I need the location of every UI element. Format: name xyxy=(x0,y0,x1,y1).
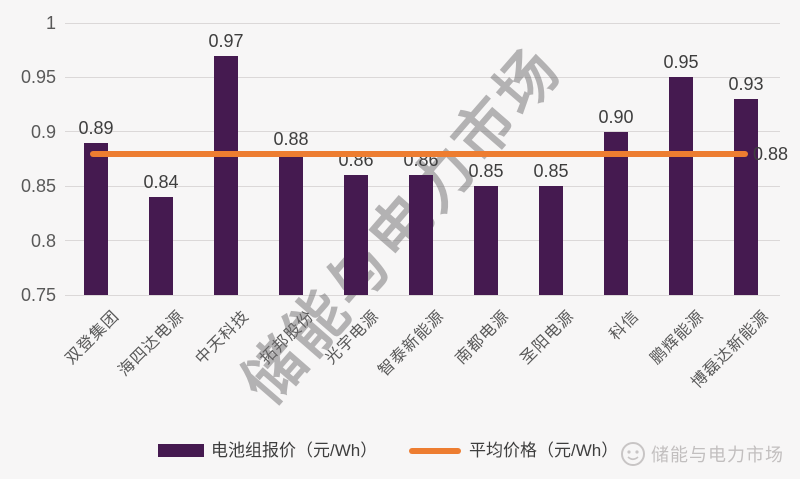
average-price-label: 0.88 xyxy=(753,143,789,164)
x-axis-category-label: 中天科技 xyxy=(192,307,253,368)
gridline xyxy=(65,131,780,133)
bar-value-label: 0.85 xyxy=(468,161,504,182)
brand-logo-icon xyxy=(620,441,646,467)
gridline xyxy=(65,76,780,78)
bar xyxy=(539,186,563,295)
bar xyxy=(344,175,368,295)
bar xyxy=(409,175,433,295)
chart-legend: 电池组报价（元/Wh） 平均价格（元/Wh） 储能与电力市场 xyxy=(0,438,800,474)
bar-value-label: 0.97 xyxy=(208,30,244,51)
bar-value-label: 0.93 xyxy=(728,74,764,95)
x-axis-category-label: 智泰新能源 xyxy=(375,307,448,380)
y-axis-tick-label: 1 xyxy=(45,13,56,33)
x-axis-category-label: 圣阳电源 xyxy=(517,307,578,368)
bar-value-label: 0.84 xyxy=(143,172,179,193)
legend-bar-swatch xyxy=(158,444,204,457)
bar xyxy=(279,153,303,295)
x-axis-category-label: 拓邦股份 xyxy=(257,307,318,368)
legend-line-label: 平均价格（元/Wh） xyxy=(469,441,619,460)
bar-value-label: 0.90 xyxy=(598,106,634,127)
bar xyxy=(149,197,173,295)
x-axis-category-label: 科信 xyxy=(606,307,643,344)
bar xyxy=(604,131,628,295)
x-axis-category-label: 海四达电源 xyxy=(115,307,188,380)
gridline xyxy=(65,22,780,24)
y-axis-tick-label: 0.75 xyxy=(20,285,56,305)
legend-line-swatch xyxy=(409,448,461,454)
bar xyxy=(734,99,758,295)
bar xyxy=(474,186,498,295)
brand-badge: 储能与电力市场 xyxy=(620,441,784,467)
x-axis-category-label: 南都电源 xyxy=(452,307,513,368)
x-axis-category-label: 光宇电源 xyxy=(322,307,383,368)
bar-value-label: 0.89 xyxy=(78,117,114,138)
x-axis-category-label: 博磊达新能源 xyxy=(688,307,773,392)
y-axis-tick-label: 0.9 xyxy=(30,121,56,142)
bar xyxy=(669,77,693,295)
legend-bar-label: 电池组报价（元/Wh） xyxy=(211,441,378,460)
y-axis-tick-label: 0.85 xyxy=(20,176,56,197)
bar xyxy=(84,142,108,295)
y-axis-tick-label: 0.95 xyxy=(20,67,56,88)
bar-value-label: 0.95 xyxy=(663,52,699,73)
y-axis-tick-label: 0.8 xyxy=(30,230,56,251)
brand-name: 储能与电力市场 xyxy=(651,445,784,465)
x-axis-category-label: 鹏辉能源 xyxy=(647,307,708,368)
bar xyxy=(214,55,238,295)
average-price-line xyxy=(90,150,748,157)
gridline xyxy=(65,294,780,296)
bar-value-label: 0.88 xyxy=(273,128,309,149)
bar-value-label: 0.85 xyxy=(533,161,569,182)
